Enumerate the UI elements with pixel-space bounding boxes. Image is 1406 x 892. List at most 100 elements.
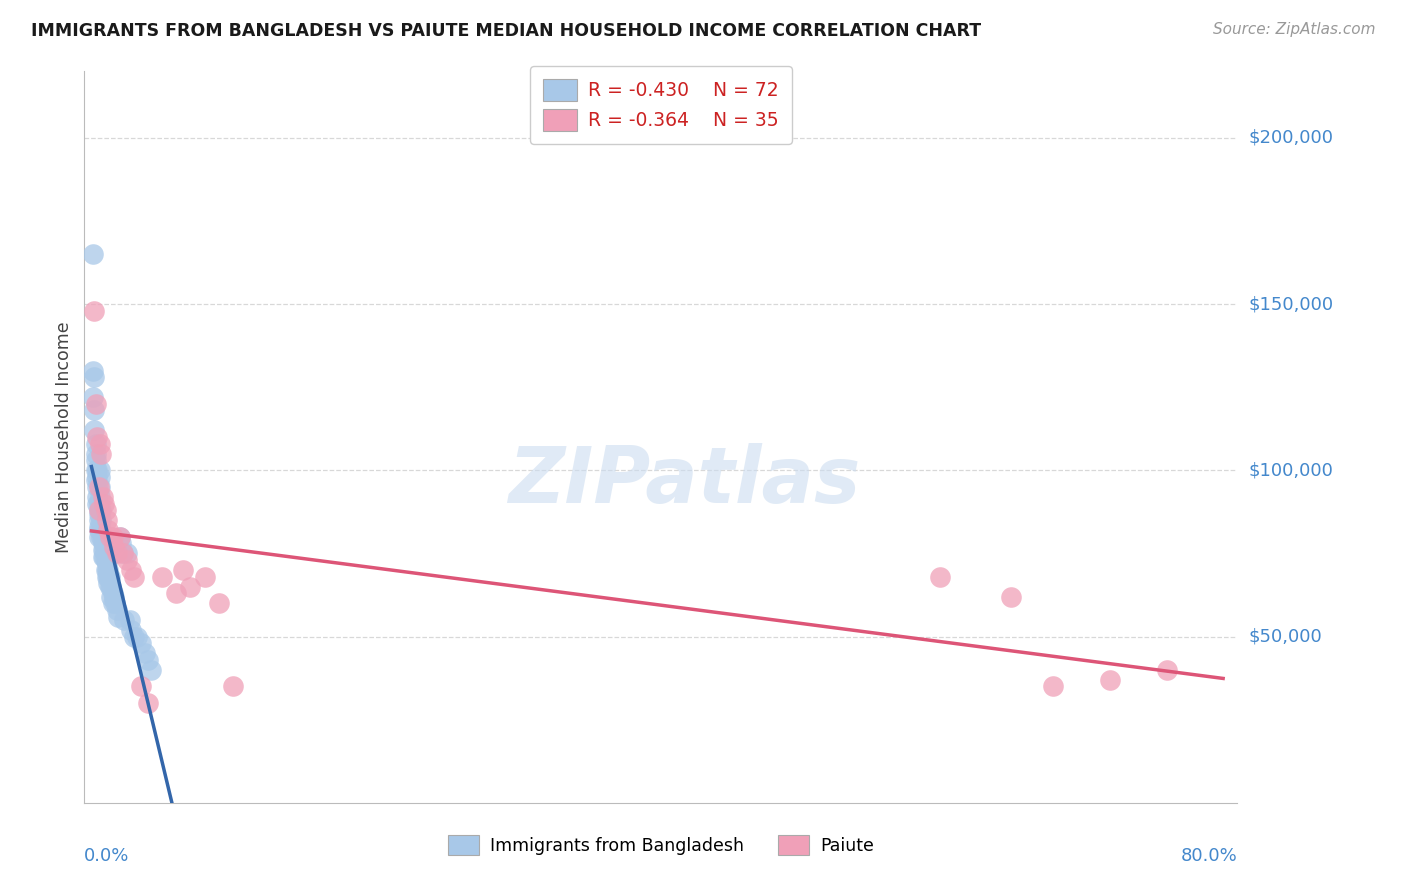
Point (86, 463, 108, 477)
Legend: Immigrants from Bangladesh, Paiute: Immigrants from Bangladesh, Paiute (436, 823, 886, 867)
Point (105, 546, 128, 560)
Point (118, 613, 141, 627)
Y-axis label: Median Household Income: Median Household Income (55, 321, 73, 553)
Point (93, 543, 115, 558)
Point (104, 596, 127, 610)
Point (172, 563, 194, 577)
Point (96, 557, 118, 571)
Point (84, 463, 107, 477)
Point (103, 540, 125, 554)
Point (1042, 680, 1064, 694)
Point (101, 586, 124, 600)
Point (83, 424, 105, 438)
Point (97, 563, 120, 577)
Point (87, 530, 110, 544)
Point (165, 586, 187, 600)
Point (96, 570, 118, 584)
Text: Source: ZipAtlas.com: Source: ZipAtlas.com (1212, 22, 1375, 37)
Point (103, 590, 125, 604)
Point (84, 473, 107, 487)
Point (91, 543, 114, 558)
Text: ZIPatlas: ZIPatlas (508, 443, 860, 519)
Text: 0.0%: 0.0% (84, 847, 129, 864)
Point (90, 513, 112, 527)
Point (91, 549, 114, 564)
Point (84, 397, 107, 411)
Point (136, 696, 159, 710)
Point (98, 580, 121, 594)
Point (100, 590, 122, 604)
Point (86, 430, 108, 444)
Point (83, 370, 105, 384)
Point (93, 497, 115, 511)
Point (194, 570, 217, 584)
Point (115, 553, 138, 567)
Point (83, 403, 105, 417)
Point (96, 563, 118, 577)
Point (208, 596, 231, 610)
Point (87, 480, 110, 494)
Point (125, 630, 148, 644)
Point (108, 530, 131, 544)
Point (87, 503, 110, 517)
Point (82, 247, 104, 261)
Point (122, 570, 145, 584)
Point (105, 603, 128, 617)
Point (89, 503, 111, 517)
Text: $150,000: $150,000 (1249, 295, 1333, 313)
Point (1098, 673, 1121, 687)
Point (111, 546, 134, 560)
Point (100, 580, 122, 594)
Point (83, 303, 105, 318)
Point (84, 447, 107, 461)
Point (129, 680, 152, 694)
Point (89, 470, 111, 484)
Point (112, 613, 135, 627)
Point (87, 513, 110, 527)
Point (90, 530, 112, 544)
Point (90, 523, 112, 537)
Point (86, 497, 108, 511)
Point (94, 553, 117, 567)
Point (89, 480, 111, 494)
Point (93, 536, 115, 550)
Point (179, 580, 201, 594)
Point (91, 536, 114, 550)
Text: 80.0%: 80.0% (1181, 847, 1237, 864)
Point (97, 576, 120, 591)
Point (90, 503, 112, 517)
Point (108, 530, 131, 544)
Point (122, 630, 145, 644)
Point (87, 503, 110, 517)
Point (1156, 663, 1178, 677)
Point (98, 530, 121, 544)
Point (91, 530, 114, 544)
Point (96, 513, 118, 527)
Point (101, 530, 124, 544)
Point (87, 497, 110, 511)
Text: $200,000: $200,000 (1249, 128, 1333, 147)
Point (98, 570, 121, 584)
Point (87, 507, 110, 521)
Point (89, 436, 111, 450)
Point (120, 563, 142, 577)
Point (107, 609, 129, 624)
Point (120, 623, 142, 637)
Point (1000, 590, 1022, 604)
Point (136, 653, 159, 667)
Point (84, 453, 107, 467)
Point (134, 646, 156, 660)
Text: IMMIGRANTS FROM BANGLADESH VS PAIUTE MEDIAN HOUSEHOLD INCOME CORRELATION CHART: IMMIGRANTS FROM BANGLADESH VS PAIUTE MED… (31, 22, 981, 40)
Point (87, 523, 110, 537)
Point (94, 563, 117, 577)
Point (91, 490, 114, 504)
Point (115, 546, 138, 560)
Point (110, 536, 132, 550)
Point (84, 436, 107, 450)
Point (150, 570, 173, 584)
Point (93, 549, 115, 564)
Point (222, 680, 245, 694)
Point (87, 520, 110, 534)
Point (94, 546, 117, 560)
Point (86, 470, 108, 484)
